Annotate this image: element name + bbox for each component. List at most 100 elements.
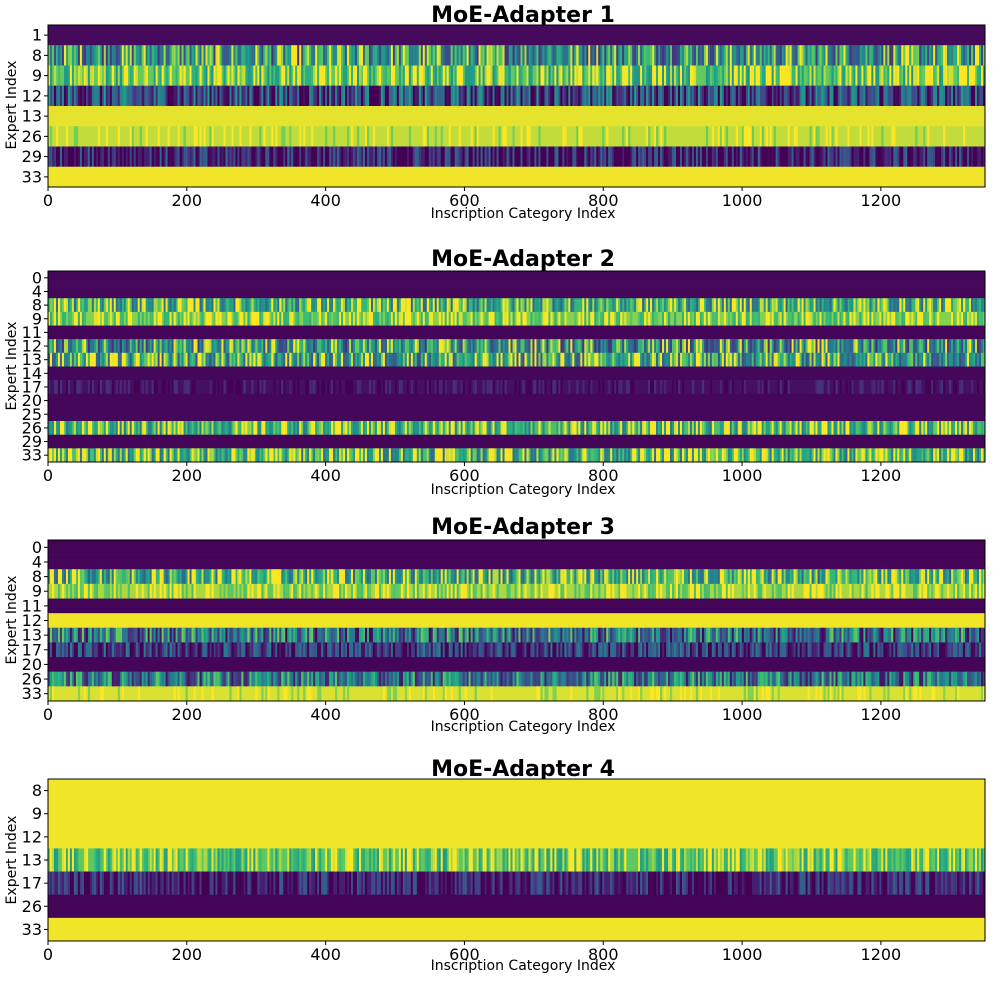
heatmap-cell <box>343 298 346 313</box>
heatmap-cell <box>548 298 551 313</box>
heatmap-cell <box>506 583 509 599</box>
heatmap-cell <box>215 421 218 436</box>
heatmap-cell <box>49 569 53 585</box>
heatmap-cell <box>935 85 938 107</box>
heatmap-cell <box>630 569 633 585</box>
heatmap-cell <box>265 448 268 463</box>
heatmap-cell <box>707 339 711 354</box>
heatmap-cell <box>438 298 441 313</box>
heatmap-cell <box>803 298 806 313</box>
heatmap-cell <box>841 65 844 87</box>
heatmap-cell <box>67 311 71 326</box>
heatmap-cell <box>265 298 268 313</box>
heatmap-cell <box>349 311 352 326</box>
heatmap-cell <box>167 380 170 395</box>
heatmap-cell <box>129 146 132 168</box>
heatmap-cell <box>291 448 294 463</box>
heatmap-cell <box>448 569 451 585</box>
heatmap-cell <box>450 352 453 367</box>
heatmap-cell <box>119 380 122 395</box>
heatmap-cell <box>586 421 589 436</box>
heatmap-cell <box>729 298 733 313</box>
heatmap-cell <box>410 339 414 354</box>
heatmap-cell <box>147 421 150 436</box>
heatmap-cell <box>331 339 334 354</box>
heatmap-cell <box>749 339 752 354</box>
heatmap-cell <box>552 352 555 367</box>
heatmap-cell <box>436 339 439 354</box>
heatmap-cell <box>975 85 978 107</box>
heatmap-cell <box>147 298 150 313</box>
heatmap-cell <box>103 65 107 87</box>
heatmap-cell <box>376 85 380 107</box>
heatmap-cell <box>929 339 932 354</box>
heatmap-cell <box>466 146 469 168</box>
heatmap-cell <box>500 311 503 326</box>
heatmap-cell <box>444 380 447 395</box>
x-tick-label: 400 <box>310 466 341 485</box>
heatmap-cell <box>245 421 248 436</box>
heatmap-cell <box>612 569 615 585</box>
heatmap-cell <box>785 380 788 395</box>
heatmap-cell <box>578 448 581 463</box>
heatmap-cell <box>819 146 822 168</box>
heatmap-cell <box>911 421 914 436</box>
heatmap-cell <box>701 569 705 585</box>
heatmap-cell <box>496 448 499 463</box>
heatmap-cell <box>658 85 661 107</box>
heatmap-cell <box>654 448 657 463</box>
heatmap-cell <box>666 448 669 463</box>
heatmap-cell <box>683 85 687 107</box>
heatmap-cell <box>699 298 703 313</box>
heatmap-cell <box>351 380 354 395</box>
heatmap-cell <box>492 583 495 599</box>
heatmap-cell <box>725 352 729 367</box>
heatmap-cell <box>181 569 184 585</box>
heatmap-cell <box>327 146 330 168</box>
heatmap-cell <box>504 298 507 313</box>
heatmap-cell <box>606 65 609 87</box>
heatmap-cell <box>576 126 579 147</box>
heatmap-cell <box>249 569 252 585</box>
heatmap-cell <box>526 65 529 87</box>
heatmap-cell <box>335 583 338 599</box>
heatmap-cell <box>873 311 876 326</box>
heatmap-cell <box>454 298 457 313</box>
heatmap-cell <box>538 45 541 66</box>
heatmap-cell <box>817 339 820 354</box>
heatmap-cell <box>815 85 818 107</box>
heatmap-cell <box>446 339 449 354</box>
heatmap-cell <box>464 569 467 585</box>
heatmap-cell <box>745 421 748 436</box>
heatmap-cell <box>81 339 85 354</box>
heatmap-cell <box>831 85 834 107</box>
heatmap-cell <box>165 85 168 107</box>
heatmap-cell <box>648 583 651 599</box>
heatmap-cell <box>881 311 884 326</box>
heatmap-cell <box>446 583 449 599</box>
heatmap-cell <box>345 339 348 354</box>
heatmap-cell <box>87 146 91 168</box>
heatmap-cell <box>211 583 214 599</box>
heatmap-cell <box>281 85 284 107</box>
heatmap-cell <box>428 146 431 168</box>
heatmap-cell <box>370 569 374 585</box>
heatmap-cell <box>877 448 880 463</box>
heatmap-cell <box>606 421 609 436</box>
heatmap-cell <box>426 380 429 395</box>
heatmap-cell <box>305 85 308 107</box>
heatmap-cell <box>909 569 912 585</box>
heatmap-cell <box>416 583 420 599</box>
heatmap-cell <box>821 311 824 326</box>
heatmap-cell <box>279 146 282 168</box>
heatmap-cell <box>392 569 396 585</box>
heatmap-cell <box>566 352 569 367</box>
heatmap-cell <box>53 380 57 395</box>
heatmap-cell <box>552 45 555 66</box>
heatmap-cell <box>219 583 222 599</box>
heatmap-cell <box>969 298 972 313</box>
heatmap-cell <box>107 352 110 367</box>
heatmap-cell <box>815 380 818 395</box>
heatmap-cell <box>723 339 727 354</box>
heatmap-cell <box>594 298 597 313</box>
